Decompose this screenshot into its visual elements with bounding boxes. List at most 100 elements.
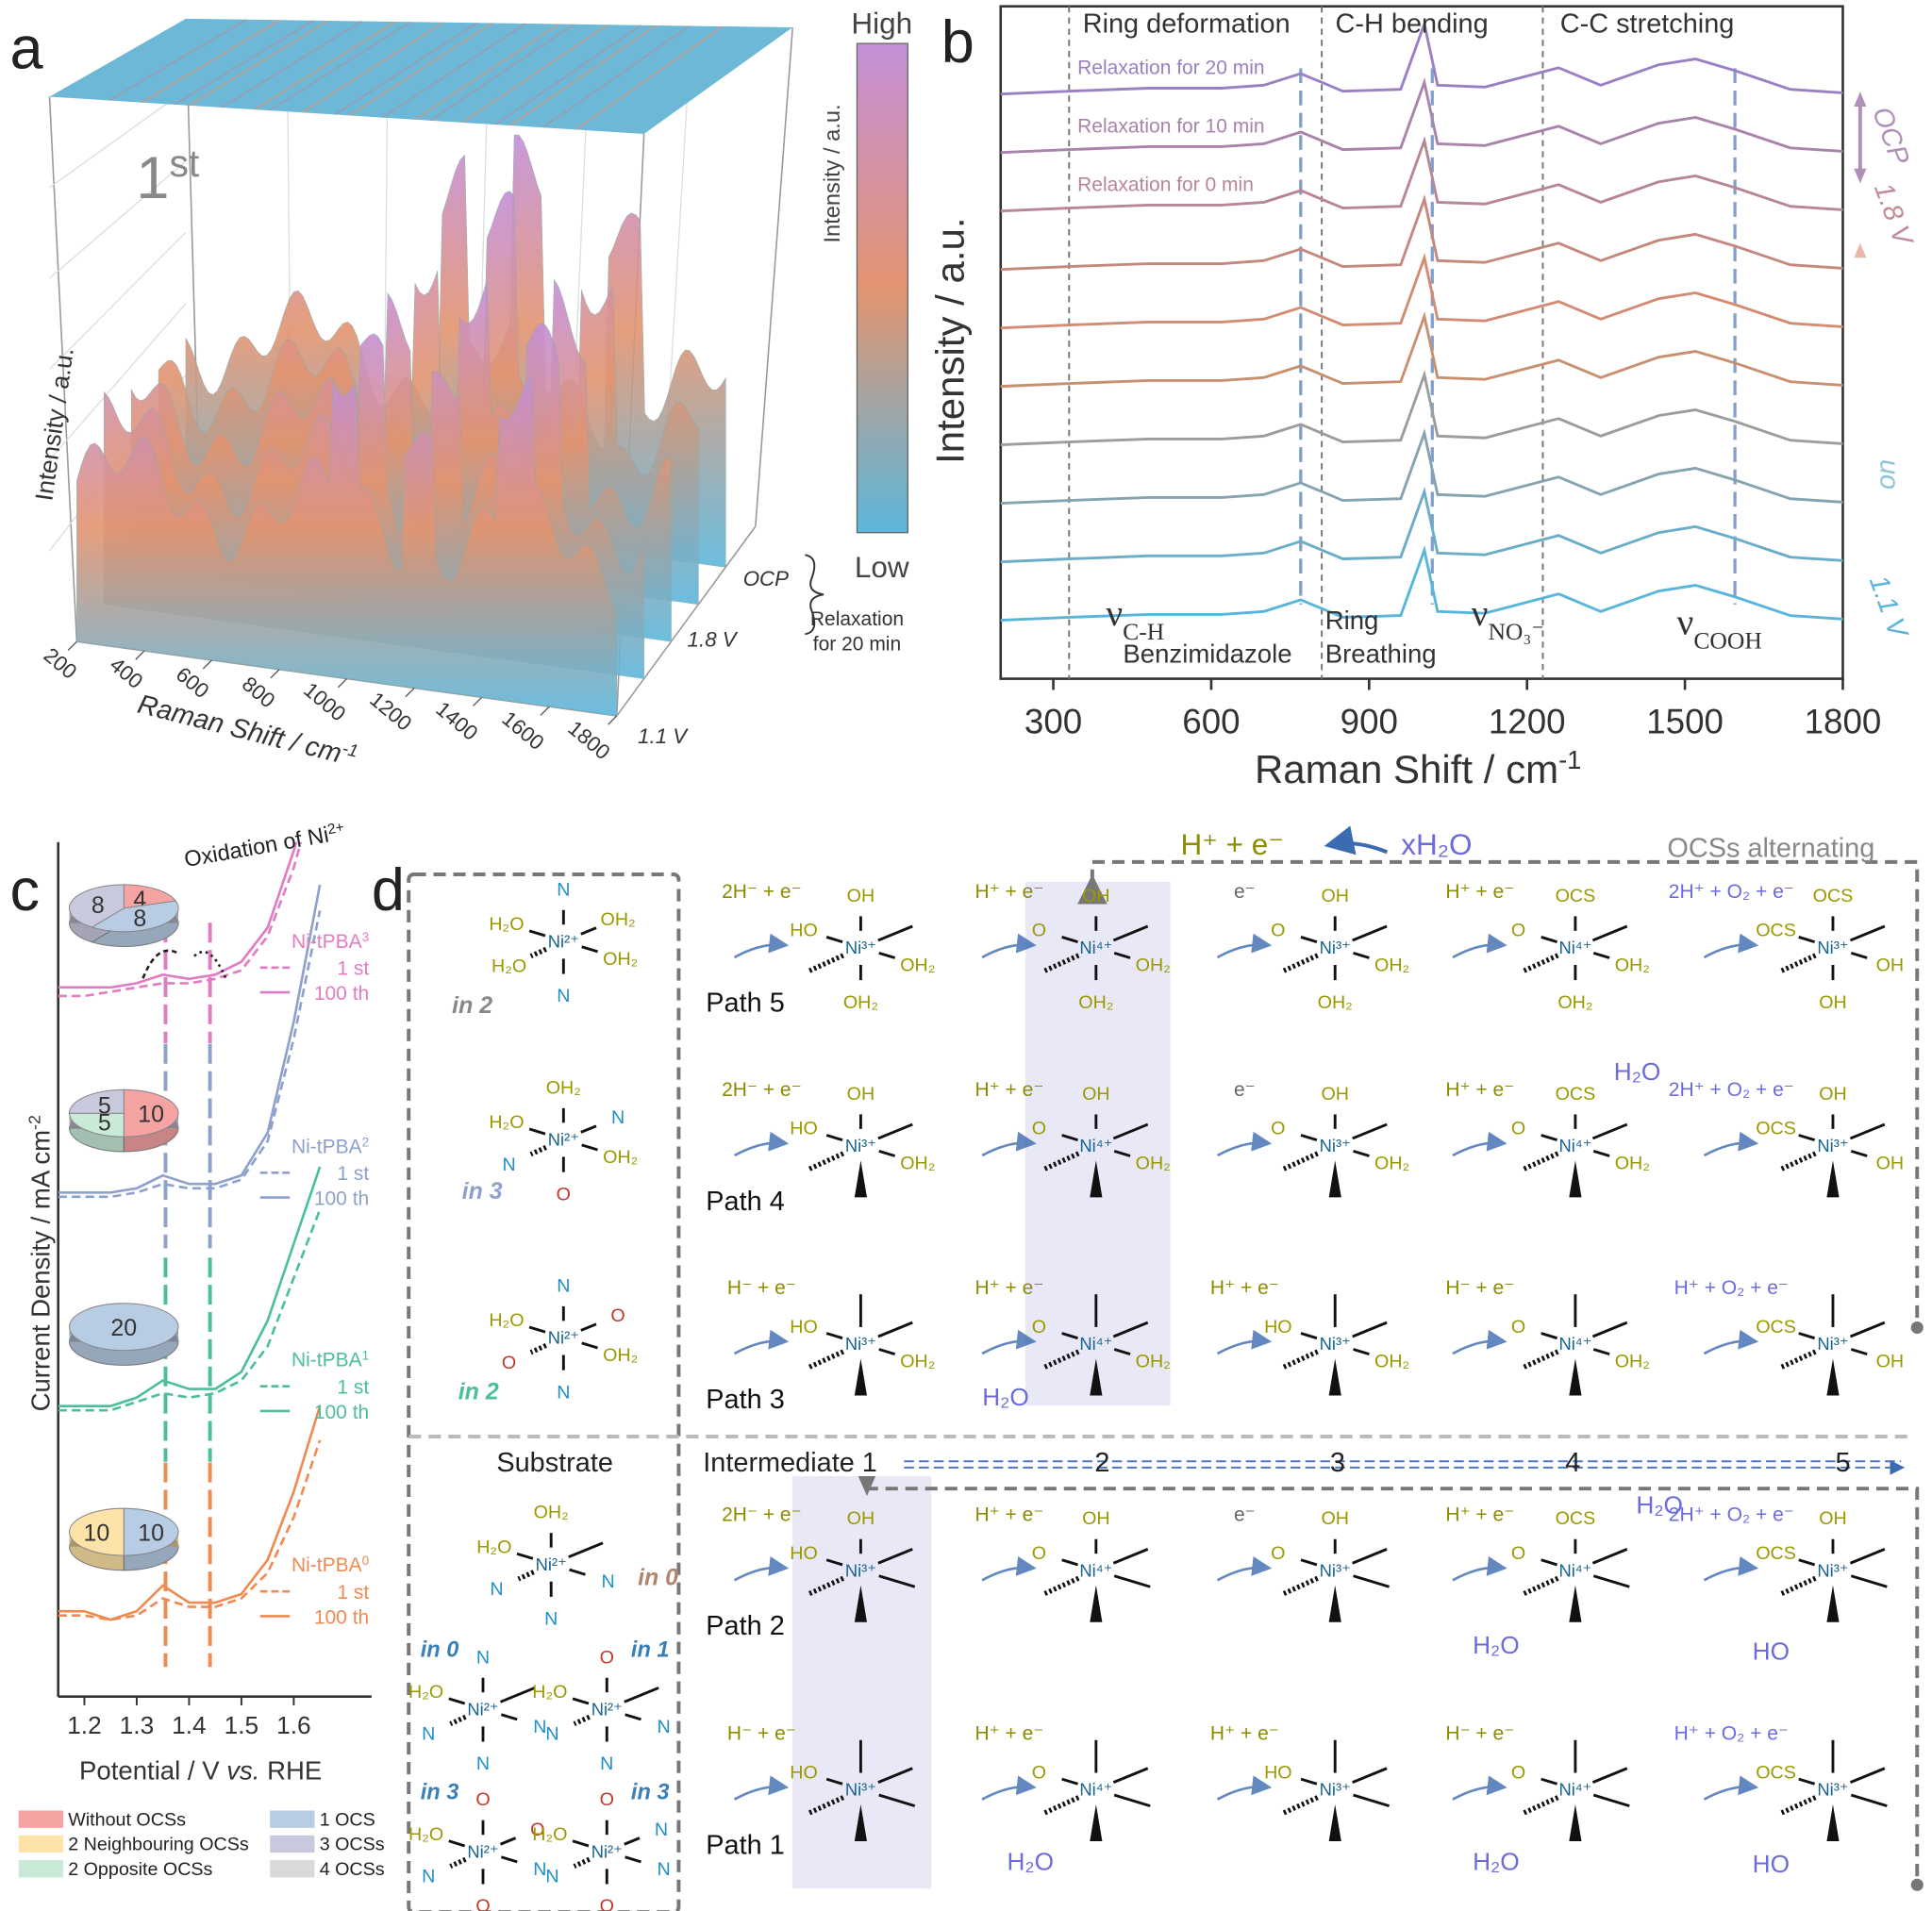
pie-label: 5 <box>98 1109 111 1136</box>
bond <box>625 1855 641 1864</box>
spectrum <box>1000 136 1843 213</box>
panel-label: d <box>372 857 405 923</box>
bond <box>1798 1332 1816 1340</box>
reagent: H⁺ + e⁻ <box>974 1504 1043 1525</box>
bond <box>1042 1151 1080 1172</box>
bond <box>1591 1122 1628 1140</box>
reagent: H⁻ + e⁻ <box>1445 1723 1514 1745</box>
bond <box>624 1687 659 1703</box>
reaction-arrow <box>1452 1775 1507 1801</box>
x-tick-label: 1.6 <box>276 1711 311 1739</box>
ligand: OH₂ <box>1078 992 1113 1013</box>
bond <box>1112 1548 1149 1565</box>
bond <box>1780 1575 1817 1597</box>
pie-label: 8 <box>133 906 146 932</box>
extra-reagent: HO <box>1753 1850 1790 1878</box>
bond <box>1849 1321 1886 1338</box>
ligand: OH <box>1321 886 1349 906</box>
ligand: OH₂ <box>1374 1352 1409 1372</box>
metal-center: Ni³⁺ <box>1320 1780 1351 1800</box>
legend-label: 100 th <box>314 1606 369 1628</box>
bond <box>1780 1151 1817 1172</box>
x-tick-label: 600 <box>1182 702 1240 740</box>
ligand: OH₂ <box>603 1147 638 1168</box>
metal-center: Ni³⁺ <box>1320 1560 1351 1580</box>
ligand: N <box>422 1867 435 1887</box>
ligand: OH <box>847 1508 875 1529</box>
surface-title-part: 1 <box>136 145 169 211</box>
ligand: OH <box>847 1084 875 1105</box>
wedge-bond <box>854 1160 867 1198</box>
bond <box>1849 1548 1886 1565</box>
annotation: Oxidation of Ni2+ <box>182 819 347 872</box>
group-label-part: Ni-tPBA <box>291 1554 362 1576</box>
reagent: e⁻ <box>1234 1504 1256 1525</box>
bond <box>573 1714 591 1726</box>
extra-reagent: H₂O <box>1473 1631 1520 1659</box>
spectrum <box>1000 19 1843 96</box>
reagent: 2H⁺ + O₂ + e⁻ <box>1669 881 1794 903</box>
metal-center: Ni⁴⁺ <box>1558 1334 1591 1354</box>
bond <box>1798 1558 1816 1567</box>
wedge-bond <box>1569 1803 1582 1842</box>
bond <box>1042 1575 1080 1597</box>
reagent: H⁺ + e⁻ <box>974 1079 1043 1101</box>
ligand: OH₂ <box>900 955 935 975</box>
bond <box>528 1325 546 1334</box>
pie-slice <box>91 900 179 933</box>
path-label: Path 4 <box>706 1187 784 1217</box>
ligand: N <box>658 1859 671 1880</box>
bond <box>1849 1122 1886 1140</box>
bond <box>1522 1575 1559 1597</box>
ligand: OH <box>1082 1084 1110 1105</box>
spectrum <box>1000 486 1843 564</box>
group-label-part: Ni-tPBA <box>291 931 362 953</box>
ligand: O <box>1511 1317 1525 1338</box>
legend-label: 100 th <box>314 983 369 1005</box>
side-label: 1.1 V <box>1863 572 1914 644</box>
reaction-arrow <box>733 1131 790 1157</box>
ligand: HO <box>1264 1317 1292 1338</box>
top-stripe <box>174 20 314 106</box>
top-stripe <box>429 24 575 122</box>
colorbar-label: Low <box>855 550 909 584</box>
ligand: HO <box>790 921 818 941</box>
ligand: OH <box>1082 1508 1110 1529</box>
ligand: HO <box>1264 1762 1292 1783</box>
x-tick <box>608 715 618 725</box>
wedge-bond <box>854 1585 867 1622</box>
reagent: e⁻ <box>1234 1079 1256 1101</box>
metal-center: Ni²⁺ <box>548 931 579 951</box>
x-tick-label: 300 <box>1024 702 1082 740</box>
legend-swatch <box>270 1835 315 1853</box>
reagent: H⁺ + O₂ + e⁻ <box>1674 1277 1789 1299</box>
bond <box>625 1713 641 1721</box>
bond <box>517 1570 535 1582</box>
wedge-bond <box>854 1803 867 1842</box>
reagent: 2H⁻ + e⁻ <box>722 1504 802 1525</box>
bond <box>808 1349 845 1370</box>
extra-reagent: H₂O <box>1007 1848 1054 1876</box>
bond <box>1352 1767 1388 1784</box>
bond <box>1113 1793 1151 1808</box>
x-tick-label: 1.2 <box>67 1711 102 1739</box>
wedge-bond <box>1328 1358 1341 1396</box>
substrate-tag: in 3 <box>462 1178 503 1205</box>
axis-title: Current Density / mA cm-2 <box>25 1115 56 1411</box>
bond <box>528 929 546 938</box>
bond <box>1798 1134 1816 1142</box>
legend-label: 1 st <box>337 1163 369 1185</box>
bond <box>581 1341 598 1350</box>
reaction-arrow <box>1216 1556 1273 1582</box>
bond <box>1353 951 1370 959</box>
top-stripe <box>108 19 247 102</box>
reagent: H⁺ + e⁻ <box>1445 1504 1514 1525</box>
path-label: Path 1 <box>706 1830 784 1860</box>
reaction-arrow <box>1703 1329 1759 1355</box>
ligand: OH₂ <box>601 909 636 930</box>
bond <box>1282 1349 1319 1370</box>
reagent: 2H⁺ + O₂ + e⁻ <box>1669 1504 1794 1525</box>
metal-center: Ni⁴⁺ <box>1079 938 1112 957</box>
bond <box>1850 1150 1868 1157</box>
